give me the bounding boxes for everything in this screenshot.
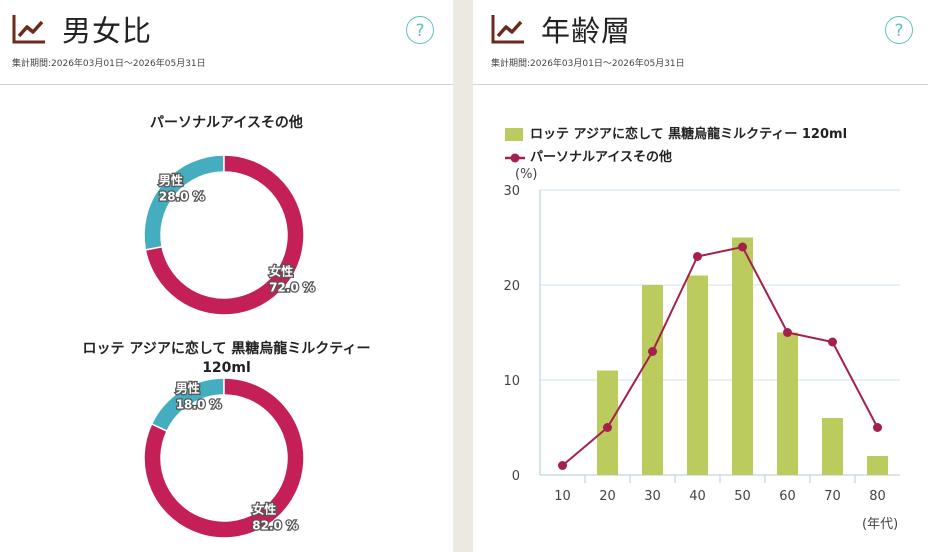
x-tick-label: 20 bbox=[599, 489, 616, 504]
bar bbox=[642, 285, 663, 475]
panel-header: 男女比 集計期間:2026年03月01日～2026年05月31日 ? bbox=[0, 0, 453, 85]
x-tick-label: 80 bbox=[869, 489, 886, 504]
legend-item-bar[interactable]: ロッテ アジアに恋して 黒糖烏龍ミルクティー 120ml bbox=[505, 123, 847, 142]
line-point bbox=[693, 252, 702, 261]
page-title: 男女比 bbox=[62, 14, 153, 48]
donut-chart-title: ロッテ アジアに恋して 黒糖烏龍ミルクティー 120ml bbox=[0, 340, 453, 378]
y-tick-label: 20 bbox=[503, 279, 520, 294]
line-point bbox=[558, 461, 567, 470]
bar bbox=[777, 332, 798, 475]
slice-label-name: 女性 bbox=[252, 501, 276, 516]
bar bbox=[597, 370, 618, 475]
legend-item-line[interactable]: パーソナルアイスその他 bbox=[505, 146, 672, 165]
bar bbox=[687, 275, 708, 475]
slice-label-name: 男性 bbox=[159, 172, 183, 187]
legend-bar-swatch bbox=[505, 128, 523, 141]
x-unit-label: (年代) bbox=[862, 517, 898, 532]
bar bbox=[867, 456, 888, 475]
chart-title-line: ロッテ アジアに恋して 黒糖烏龍ミルクティー bbox=[82, 341, 371, 357]
line-point bbox=[783, 328, 792, 337]
legend-label: パーソナルアイスその他 bbox=[530, 150, 672, 165]
slice-label-name: 男性 bbox=[176, 381, 200, 396]
bar bbox=[822, 418, 843, 475]
y-tick-label: 0 bbox=[512, 469, 520, 484]
gender-ratio-panel: 男女比 集計期間:2026年03月01日～2026年05月31日 ? パーソナル… bbox=[0, 0, 453, 552]
page-title: 年齢層 bbox=[541, 14, 632, 48]
line-point bbox=[738, 242, 747, 252]
x-tick-label: 60 bbox=[779, 489, 796, 504]
x-tick-label: 70 bbox=[824, 489, 841, 504]
slice-label-name: 女性 bbox=[269, 264, 293, 279]
x-tick-label: 30 bbox=[644, 489, 661, 504]
y-tick-label: 10 bbox=[503, 374, 520, 389]
help-icon[interactable]: ? bbox=[406, 16, 434, 44]
line-point bbox=[648, 347, 657, 356]
line-chart-icon bbox=[491, 15, 524, 44]
aggregation-period: 集計期間:2026年03月01日～2026年05月31日 bbox=[12, 59, 206, 69]
x-tick-label: 40 bbox=[689, 489, 706, 504]
line-point bbox=[603, 423, 612, 432]
x-tick-label: 50 bbox=[734, 489, 751, 504]
slice-label-value: 72.0 % bbox=[269, 281, 315, 295]
y-tick-label: 30 bbox=[503, 184, 520, 199]
legend-label: ロッテ アジアに恋して 黒糖烏龍ミルクティー 120ml bbox=[530, 127, 848, 142]
chart-title-line: 120ml bbox=[202, 360, 251, 376]
slice-label-value: 82.0 % bbox=[252, 518, 298, 532]
slice-label-value: 18.0 % bbox=[176, 398, 222, 412]
x-tick-label: 10 bbox=[554, 489, 571, 504]
aggregation-period: 集計期間:2026年03月01日～2026年05月31日 bbox=[491, 59, 685, 69]
y-unit-label: (%) bbox=[515, 167, 538, 182]
slice-label-value: 28.0 % bbox=[159, 189, 205, 203]
gender-donut-charts: 男性 28.0 % 女性 72.0 % 男性 18.0 % 女性 82.0 % bbox=[143, 154, 316, 539]
donut-slice-female bbox=[143, 377, 305, 539]
line-point bbox=[873, 423, 882, 432]
bar bbox=[732, 237, 753, 475]
help-icon[interactable]: ? bbox=[885, 16, 913, 44]
donut-chart-title: パーソナルアイスその他 bbox=[150, 115, 303, 131]
donut-slice-female bbox=[144, 154, 305, 316]
legend-line-swatch bbox=[505, 153, 525, 162]
panel-header: 年齢層 集計期間:2026年03月01日～2026年05月31日 ? bbox=[473, 0, 928, 85]
series-line bbox=[561, 245, 879, 467]
line-point bbox=[828, 337, 837, 347]
line-chart-icon bbox=[12, 15, 45, 44]
